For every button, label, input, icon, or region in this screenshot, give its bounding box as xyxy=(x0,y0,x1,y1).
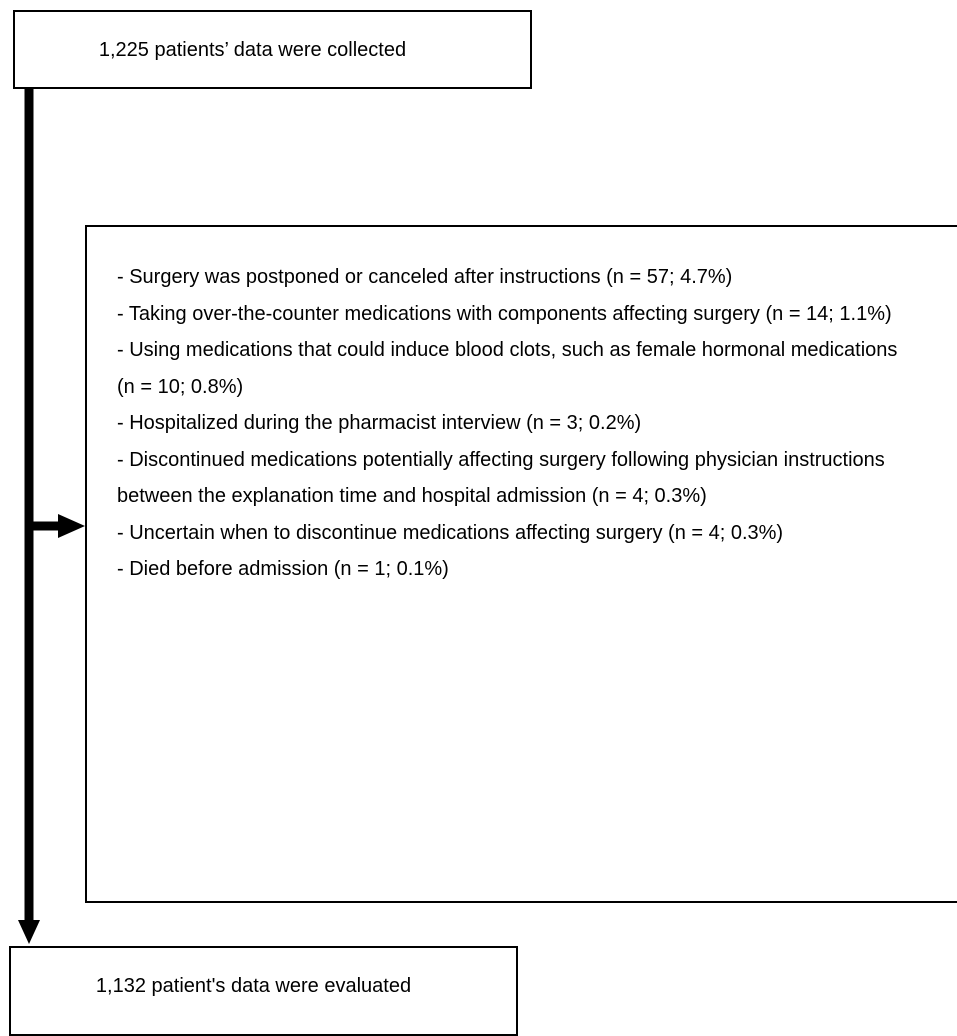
evaluated-patients-box: 1,132 patient's data were evaluated xyxy=(9,946,518,1036)
exclusion-item: - Hospitalized during the pharmacist int… xyxy=(117,412,642,434)
exclusion-item: - Died before admission (n = 1; 0.1%) xyxy=(117,558,449,580)
collected-patients-box: 1,225 patients’ data were collected xyxy=(13,10,532,89)
exclusion-item: - Uncertain when to discontinue medicati… xyxy=(117,521,784,544)
exclusion-criteria-box: - Surgery was postponed or canceled afte… xyxy=(85,225,957,903)
exclusion-item: - Surgery was postponed or canceled afte… xyxy=(117,266,733,288)
down-arrowhead xyxy=(18,920,40,944)
exclusion-item: - Discontinued medications potentially a… xyxy=(117,448,885,508)
exclusion-item: - Using medications that could induce bl… xyxy=(117,339,898,398)
right-arrowhead xyxy=(58,514,85,538)
exclusion-list: - Surgery was postponed or canceled afte… xyxy=(117,259,907,588)
evaluated-patients-label: 1,132 patient's data were evaluated xyxy=(95,975,412,997)
collected-patients-label: 1,225 patients’ data were collected xyxy=(98,39,407,61)
exclusion-item: - Taking over-the-counter medications wi… xyxy=(117,302,892,325)
